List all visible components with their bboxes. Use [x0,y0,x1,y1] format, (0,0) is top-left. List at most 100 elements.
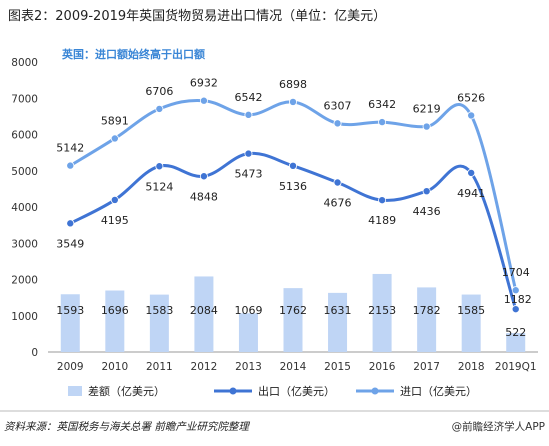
bar-balance [328,292,348,352]
chart-title: 图表2：2009-2019年英国货物贸易进出口情况（单位：亿美元） [8,8,386,24]
label-import: 6307 [324,99,352,112]
bar-balance [417,287,437,352]
x-tick-label: 2014 [280,361,307,373]
point-import [378,118,387,127]
x-tick-label: 2011 [146,361,173,373]
point-import [199,96,208,105]
bar-balance [283,288,303,352]
legend-label-balance: 差额（亿美元） [88,384,165,398]
bar-balance [238,313,258,352]
bars [60,273,526,352]
legend-label-export: 出口（亿美元） [258,384,335,398]
x-tick-label: 2018 [458,361,485,373]
label-import: 6219 [413,103,441,116]
bar-balance [506,333,526,352]
point-import [467,111,476,120]
label-export: 4676 [324,196,352,209]
data-labels: 5142 5891 6706 6932 6542 6898 6307 6342 6219 6526… [56,77,531,339]
label-export: 5124 [145,180,173,193]
x-tick-label: 2019Q1 [495,361,537,373]
x-tick-label: 2013 [235,361,262,373]
label-export: 3549 [56,237,84,250]
point-import [422,122,431,131]
label-export: 4941 [457,187,485,200]
y-tick-label: 4000 [11,202,38,214]
label-export: 5136 [279,180,307,193]
x-tick-label: 2010 [101,361,128,373]
label-export: 4189 [368,214,396,227]
point-import [110,134,119,143]
label-balance: 1069 [234,304,262,317]
point-export [422,187,431,196]
label-balance: 1631 [324,304,352,317]
legend-label-import: 进口（亿美元） [400,385,477,398]
label-import: 6898 [279,78,307,91]
label-import: 6932 [190,77,218,90]
label-import: 5142 [56,142,84,155]
legend: 差额（亿美元） 出口（亿美元） 进口（亿美元） [68,384,477,398]
x-tick-label: 2009 [57,361,84,373]
y-tick-label: 5000 [11,166,38,178]
lines [66,96,520,314]
x-axis: 2009 2010 2011 2012 2013 2014 2015 2016 2017 2018… [48,351,538,373]
bar-balance [149,294,169,352]
label-balance: 522 [505,326,526,339]
label-balance: 1593 [56,304,84,317]
x-tick-label: 2015 [324,361,351,373]
y-tick-label: 2000 [11,275,38,287]
y-tick-label: 6000 [11,130,38,142]
label-import: 5891 [101,114,129,127]
y-axis: 0 1000 2000 3000 4000 5000 6000 7000 8000 [11,57,38,359]
label-export: 4195 [101,214,129,227]
label-import: 6526 [457,91,485,104]
point-export [199,172,208,181]
label-balance: 2084 [190,304,218,317]
label-balance: 1583 [145,304,173,317]
footer-brand: @前瞻经济学人APP [452,420,545,433]
point-import [155,104,164,113]
point-import [288,97,297,106]
bar-balance [194,276,214,352]
point-export [110,195,119,204]
point-export [467,168,476,177]
bar-balance [60,294,80,352]
label-export: 5473 [234,168,262,181]
bar-balance [372,273,392,352]
point-export [244,149,253,158]
point-export [288,161,297,170]
point-export [66,219,75,228]
point-export [378,196,387,205]
label-import: 6542 [234,91,262,104]
bar-balance [105,290,125,352]
y-tick-label: 1000 [11,311,38,323]
legend-marker-import [371,387,379,395]
line-import [69,98,518,291]
x-tick-label: 2017 [413,361,440,373]
legend-swatch-balance [68,386,82,396]
label-import: 1704 [502,266,530,279]
line-export [69,151,518,310]
label-import: 6706 [145,85,173,98]
label-balance: 1762 [279,304,307,317]
x-tick-label: 2016 [369,361,396,373]
label-balance: 2153 [368,304,396,317]
label-balance: 1696 [101,304,129,317]
point-export [155,162,164,171]
label-export: 4848 [190,190,218,203]
x-tick-label: 2012 [191,361,218,373]
legend-marker-export [229,387,237,395]
point-import [511,286,520,295]
point-import [244,110,253,119]
label-import: 6342 [368,98,396,111]
footer-source: 资料来源：英国税务与海关总署 前瞻产业研究院整理 [4,421,250,433]
label-balance: 1585 [457,304,485,317]
point-export [333,178,342,187]
y-tick-label: 0 [31,347,38,359]
label-balance: 1782 [413,304,441,317]
point-import [66,161,75,170]
point-export [511,305,520,314]
point-import [333,119,342,128]
label-export: 1182 [504,293,532,306]
y-tick-label: 7000 [11,93,38,105]
